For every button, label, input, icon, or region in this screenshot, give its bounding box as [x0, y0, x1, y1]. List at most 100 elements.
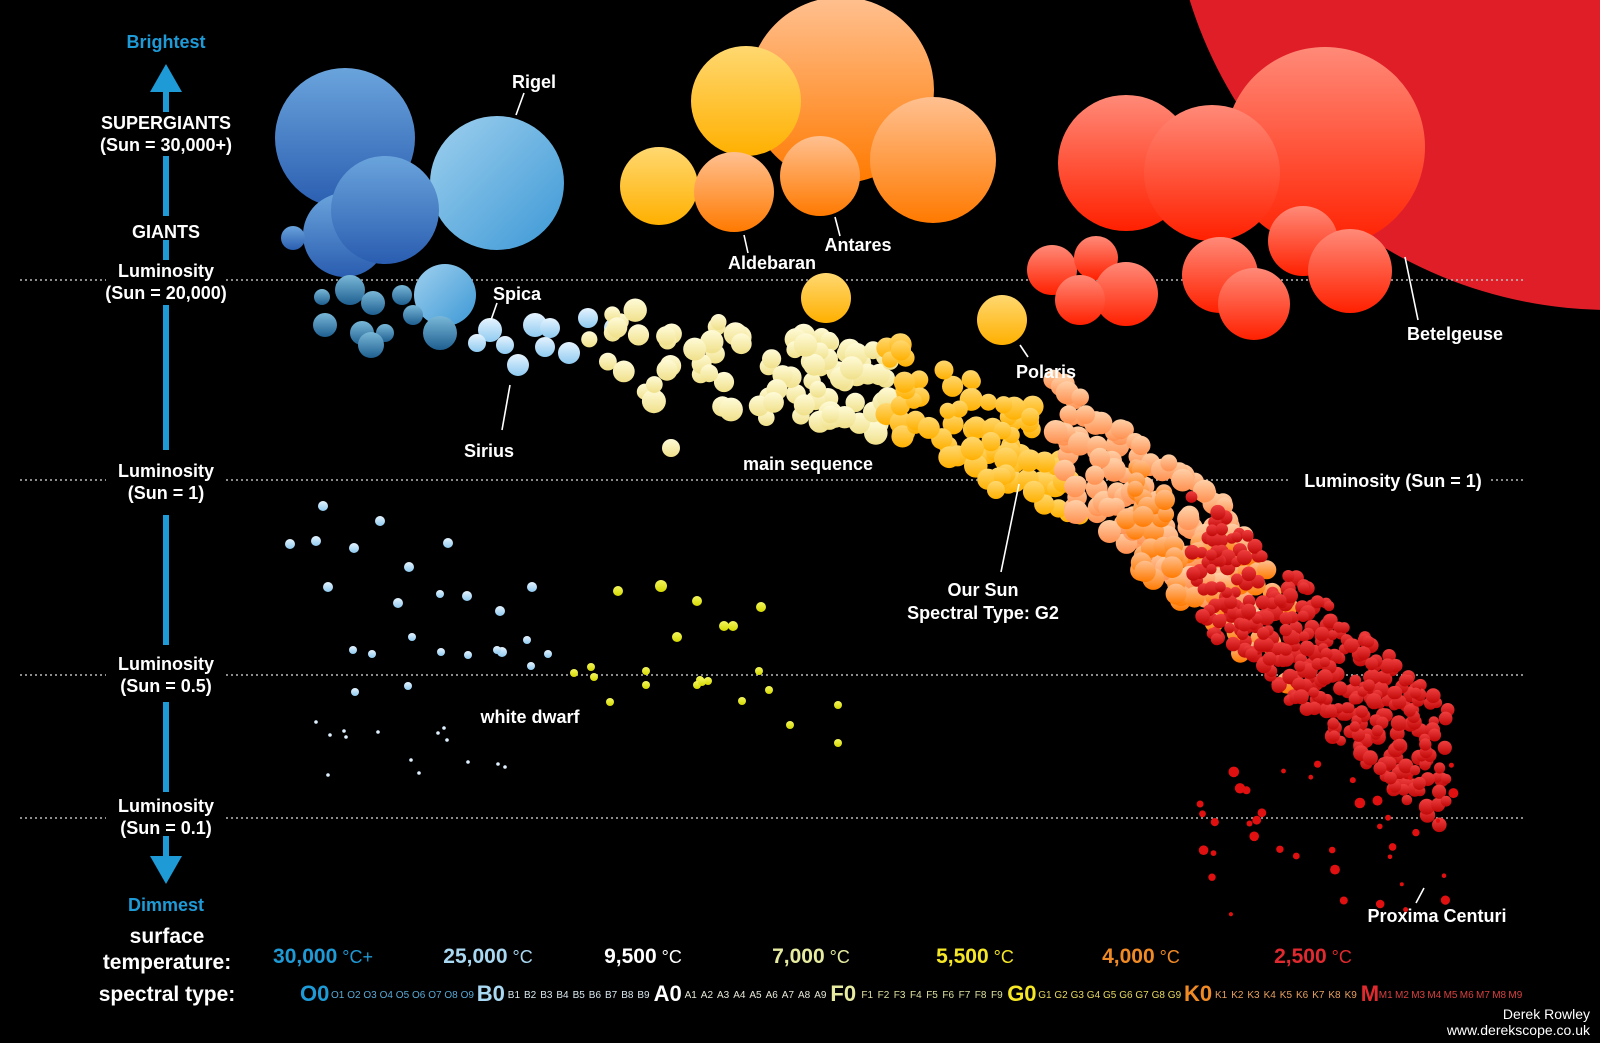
red-dwarf-star: [1385, 814, 1392, 821]
main-sequence-star: [1432, 784, 1447, 799]
spectral-minor: K7: [1312, 990, 1325, 1001]
red-dwarf-star: [1441, 873, 1447, 878]
main-sequence-star: [868, 363, 890, 386]
orange-giant-star: [620, 147, 698, 225]
spectral-minor: O7: [428, 990, 442, 1001]
main-sequence-star: [1438, 711, 1453, 726]
main-sequence-star: [1327, 630, 1338, 641]
main-sequence-star: [578, 308, 598, 328]
white-dwarf-star: [527, 582, 537, 592]
main-sequence-star: [821, 405, 840, 424]
white-dwarf-star: [672, 632, 682, 642]
white-dwarf-star: [698, 678, 706, 686]
arrow-down-icon: [150, 856, 182, 884]
main-sequence-star: [890, 340, 912, 361]
main-sequence-star: [1299, 701, 1314, 717]
red-dwarf-star: [1377, 823, 1383, 830]
temperature-tick: 7,000 °C: [772, 945, 850, 968]
spectral-minor: F4: [910, 990, 922, 1001]
main-sequence-star: [1089, 447, 1111, 469]
red-dwarf-star: [1308, 774, 1314, 780]
main-sequence-star: [656, 326, 676, 346]
main-sequence-star: [1067, 432, 1092, 456]
white-dwarf-star: [351, 688, 359, 696]
main-sequence-star: [1262, 651, 1277, 666]
spectral-minor: K3: [1247, 990, 1260, 1001]
main-sequence-star: [558, 342, 580, 364]
spectral-minor: F3: [894, 990, 906, 1001]
white-dwarf-star: [404, 682, 412, 690]
temperature-ticks: 30,000 °C+ 25,000 °C 9,500 °C 7,000 °C 5,500…: [273, 945, 1352, 968]
credit-author: Derek Rowley: [1503, 1006, 1590, 1022]
spectral-minor: A7: [782, 990, 795, 1001]
star-label-proxima: Proxima Centuri: [1367, 906, 1506, 926]
spectral-minor: O1: [331, 990, 345, 1001]
annotation-supergiants-2: (Sun = 30,000+): [100, 135, 232, 155]
main-sequence-star: [1241, 603, 1257, 619]
main-sequence-star: [730, 333, 752, 355]
white-dwarf-star: [368, 650, 376, 658]
temperature-tick: 25,000 °C: [443, 945, 532, 968]
red-dwarf-star: [1228, 766, 1240, 778]
orange-giant-star: [780, 136, 860, 216]
y-axis-bottom-label: Dimmest: [128, 895, 204, 915]
annotation-giants: GIANTS: [132, 222, 200, 242]
star-labels: [490, 92, 1425, 904]
red-dwarf-star: [1292, 852, 1300, 860]
main-sequence-star: [1059, 405, 1078, 424]
main-sequence-star: [1355, 705, 1369, 718]
star-label-our-sun: Our Sun: [948, 580, 1019, 600]
main-sequence-star: [1131, 435, 1151, 456]
main-sequence-star: [1314, 626, 1330, 642]
annotation-supergiants-1: SUPERGIANTS: [101, 113, 231, 133]
main-sequence-star: [1333, 681, 1348, 696]
main-sequence-star: [960, 436, 984, 461]
white-dwarf-star: [719, 621, 729, 631]
main-sequence-star: [1278, 651, 1294, 667]
white-dwarf-star: [462, 591, 472, 601]
main-sequence-star: [1064, 500, 1088, 524]
main-sequence-star: [1393, 738, 1406, 751]
white-dwarf-star: [349, 543, 359, 553]
spectral-major-K0: K0: [1184, 981, 1212, 1006]
main-sequence-star: [1017, 449, 1040, 472]
spectral-minor: A3: [717, 990, 730, 1001]
main-sequence-star: [762, 349, 782, 369]
spectral-minor: G4: [1087, 990, 1101, 1001]
blue-giant-star: [281, 226, 305, 250]
annotation-lum05-1: Luminosity: [118, 654, 214, 674]
red-dwarf-star: [1387, 854, 1393, 860]
white-dwarf-star: [436, 590, 444, 598]
spectral-major-O0: O0: [300, 981, 329, 1006]
red-dwarf-star: [1388, 843, 1397, 851]
main-sequence-star: [1210, 504, 1226, 521]
main-sequence-star: [1349, 721, 1361, 732]
white-dwarf-star: [527, 662, 535, 670]
spectral-minor: O4: [380, 990, 394, 1001]
main-sequence-star: [1160, 454, 1178, 472]
spectral-minor: B9: [637, 990, 650, 1001]
main-sequence-star: [833, 406, 856, 429]
main-sequence-star: [1279, 623, 1292, 637]
main-sequence-star: [1206, 532, 1222, 548]
main-sequence-star: [1171, 468, 1194, 492]
main-sequence-star: [981, 432, 1001, 452]
main-sequence-star: [1236, 549, 1252, 566]
main-sequence-star: [1054, 459, 1076, 482]
white-dwarf-star: [495, 606, 505, 616]
main-sequence-star: [535, 337, 555, 357]
spectral-minor: M1: [1379, 990, 1393, 1001]
main-sequence-star: [1256, 550, 1268, 563]
red-dwarf-star: [1354, 797, 1366, 809]
annotation-lum20000-1: Luminosity: [118, 261, 214, 281]
main-sequence-star: [1225, 636, 1241, 652]
main-sequence-star: [700, 364, 719, 383]
main-sequence-star: [1298, 631, 1310, 642]
white-dwarf-star: [642, 667, 650, 675]
main-sequence-star: [1204, 581, 1219, 596]
white-dwarf-star: [314, 720, 318, 724]
orange-giant-star: [977, 295, 1027, 345]
main-sequence-star: [1387, 686, 1401, 700]
main-sequence-star: [793, 333, 818, 357]
